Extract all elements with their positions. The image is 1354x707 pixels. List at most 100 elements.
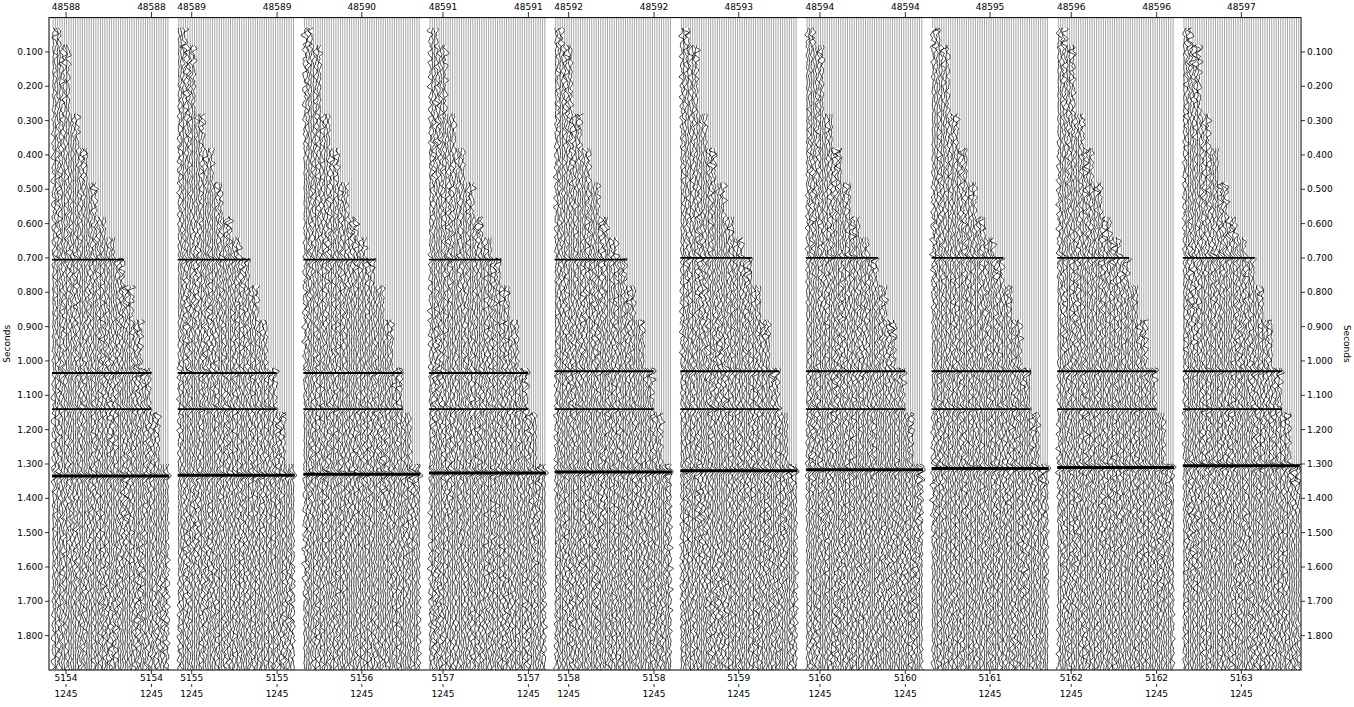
trace-quiet [365,18,366,238]
trace-quiet [450,18,451,114]
trace-quiet [311,18,312,28]
y-tick-right [1301,223,1305,224]
y-tick-left [45,189,49,190]
trace-quiet [262,18,263,320]
trace-quiet [187,18,188,45]
reflection-event [303,473,420,476]
header-label: 48597 [1227,2,1256,12]
trace-quiet [735,18,736,238]
trace-quiet [347,18,348,183]
trace-quiet [870,18,871,258]
trace-quiet [939,18,940,28]
y-tick-right [1301,257,1305,258]
y-tick-label-left: 1.800 [17,631,43,641]
trace-quiet [643,18,644,320]
y-tick-label-left: 1.200 [17,425,43,435]
trace-quiet [890,18,891,320]
trace-quiet [199,18,200,114]
trace-quiet [706,18,707,114]
panel-background [1183,18,1300,670]
trace-quiet [1195,18,1196,45]
trace-quiet [228,18,229,217]
y-tick-right [1301,326,1305,327]
y-tick-label-right: 0.400 [1307,150,1333,160]
trace-quiet [466,18,467,183]
trace-wiggle [1244,258,1250,670]
panel [929,18,1050,670]
trace-quiet [1119,18,1120,238]
trace-wiggle [918,464,925,670]
trace-quiet [593,18,594,183]
trace-quiet [1226,18,1227,183]
trace-quiet [793,18,794,464]
trace-quiet [120,18,121,258]
y-tick-left [45,532,49,533]
trace-quiet [1146,18,1147,320]
trace-quiet [1271,18,1272,320]
footer2-label: 1245 [643,689,666,699]
trace-quiet [291,18,292,464]
trace-wiggle [1139,320,1145,670]
trace-wiggle [221,217,226,670]
trace-quiet [1168,18,1169,464]
reflection-event [429,259,501,261]
trace-quiet [656,18,657,413]
trace-quiet [1190,18,1191,28]
trace-quiet [683,18,684,28]
trace-wiggle [1143,320,1149,670]
reflection-event [178,408,277,410]
trace-wiggle [482,237,488,670]
header-label: 48594 [806,2,835,12]
trace-wiggle [1065,45,1070,670]
footer-label: 5162 [1060,673,1083,683]
y-axis-title-left: Seconds [2,325,12,363]
trace-quiet [1112,18,1113,238]
trace-quiet [836,18,837,148]
footer-label: 5163 [1230,673,1253,683]
trace-quiet [1287,18,1288,413]
trace-quiet [948,18,949,45]
reflection-event [932,370,1031,372]
trace-quiet [277,18,278,413]
trace-quiet [697,18,698,45]
trace-quiet [721,18,722,183]
y-tick-right [1301,189,1305,190]
trace-quiet [587,18,588,148]
y-tick-left [45,360,49,361]
trace-quiet [912,18,913,413]
trace-quiet [226,18,227,217]
trace-quiet [856,18,857,217]
trace-quiet [533,18,534,413]
trace-quiet [820,18,821,45]
trace-quiet [602,18,603,217]
trace-wiggle [668,464,674,670]
trace-wiggle [751,285,757,670]
trace-quiet [858,18,859,217]
header-tick [66,12,67,18]
trace-quiet [906,18,907,413]
trace-quiet [620,18,621,258]
reflection-event [52,372,151,374]
trace-quiet [730,18,731,217]
trace-quiet [1296,18,1297,464]
trace-quiet [342,18,343,183]
y-tick-label-left: 0.800 [17,287,43,297]
header-tick [819,12,820,18]
trace-quiet [881,18,882,286]
trace-wiggle [1020,368,1026,670]
header-label: 48588 [52,2,81,12]
footer-label: 5157 [517,673,540,683]
trace-quiet [1199,18,1200,45]
trace-quiet [255,18,256,286]
trace-quiet [1000,18,1001,258]
panel [679,18,799,670]
trace-quiet [975,18,976,183]
trace-quiet [874,18,875,258]
trace-quiet [995,18,996,258]
trace-quiet [479,18,480,217]
trace-quiet [1242,18,1243,238]
reflection-event [303,408,402,410]
trace-quiet [419,18,420,464]
trace-wiggle [861,237,866,670]
trace-quiet [434,18,435,28]
